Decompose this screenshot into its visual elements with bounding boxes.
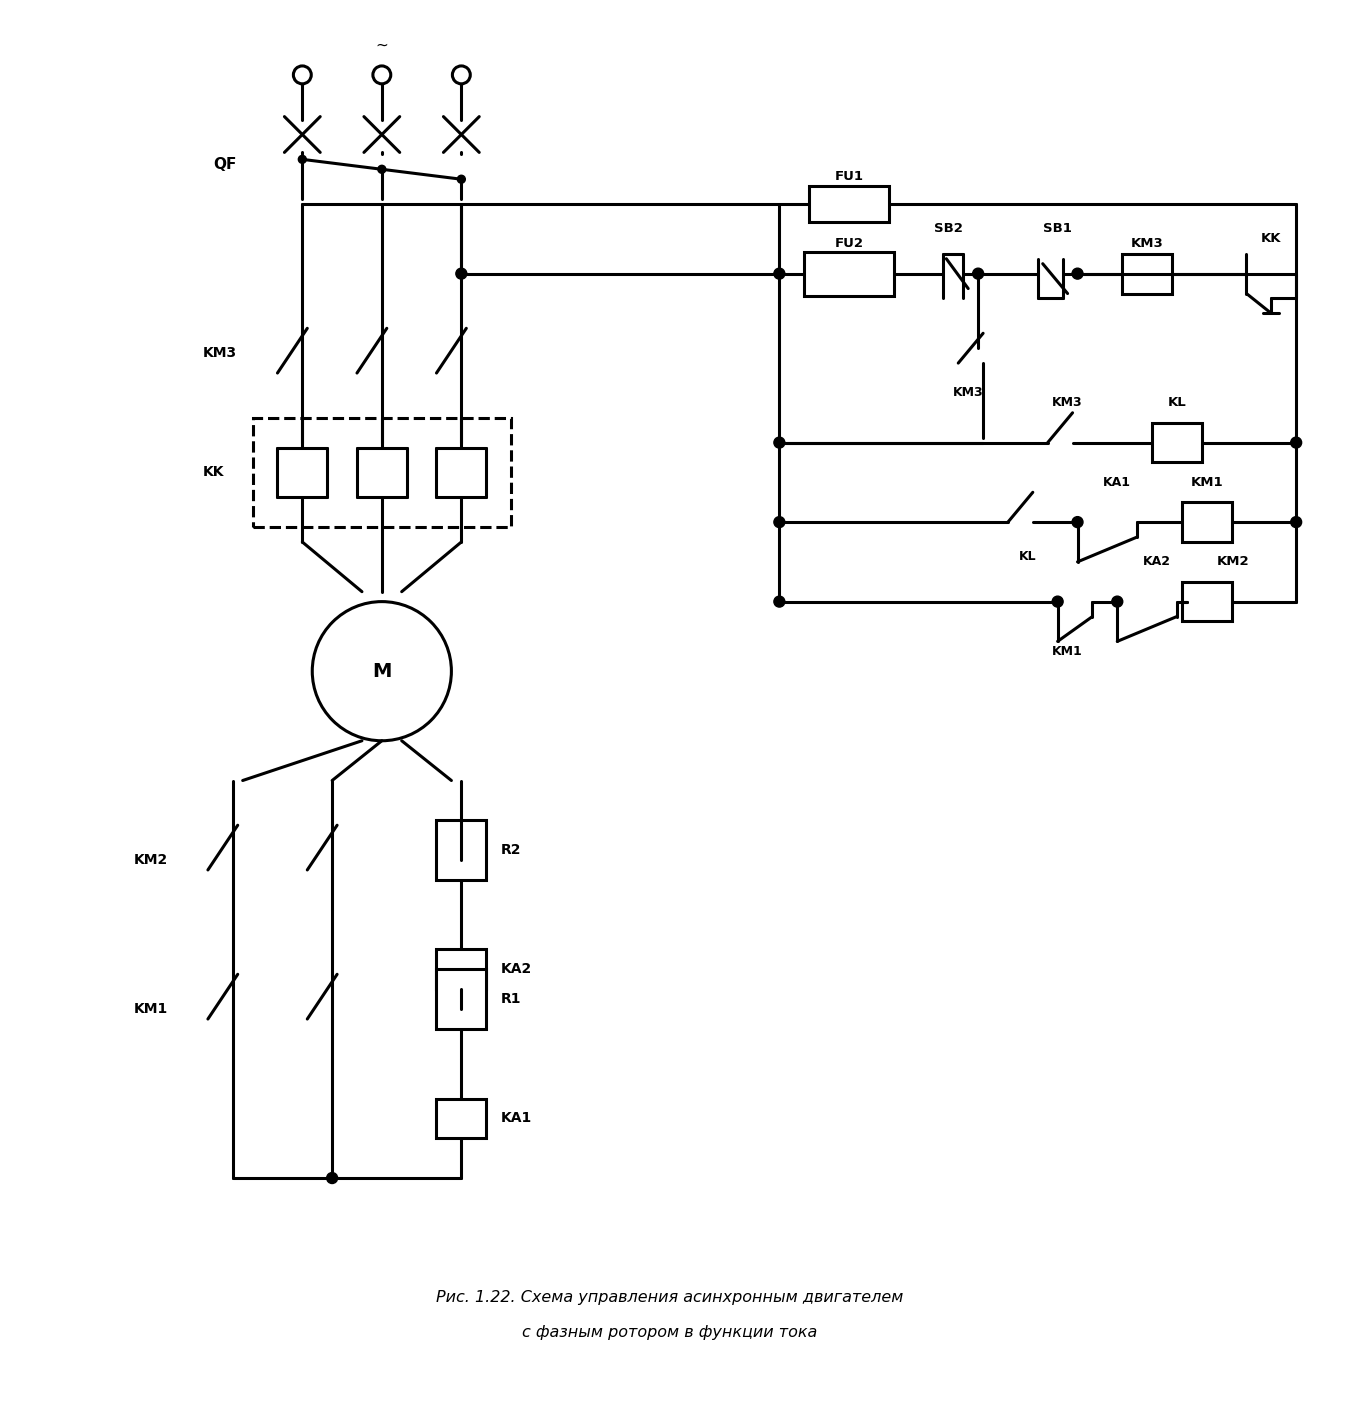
Circle shape xyxy=(972,268,983,279)
Circle shape xyxy=(1072,268,1083,279)
Bar xyxy=(436,1098,486,1138)
Text: с фазным ротором в функции тока: с фазным ротором в функции тока xyxy=(523,1324,818,1339)
Bar xyxy=(436,820,486,880)
Text: KA1: KA1 xyxy=(1104,476,1132,489)
Bar xyxy=(804,252,894,296)
Text: R1: R1 xyxy=(501,992,521,1006)
Circle shape xyxy=(458,175,466,184)
Text: KL: KL xyxy=(1020,551,1037,563)
Bar xyxy=(810,186,888,221)
Text: Рис. 1.22. Схема управления асинхронным двигателем: Рис. 1.22. Схема управления асинхронным … xyxy=(436,1290,903,1304)
Text: KA1: KA1 xyxy=(501,1111,532,1125)
Bar xyxy=(1182,581,1232,622)
Text: KM2: KM2 xyxy=(1217,555,1250,569)
Circle shape xyxy=(1112,597,1122,607)
Text: KM3: KM3 xyxy=(1052,396,1083,409)
Text: ~: ~ xyxy=(375,38,389,53)
Text: FU1: FU1 xyxy=(834,170,864,182)
Text: KM1: KM1 xyxy=(1190,476,1223,489)
Circle shape xyxy=(774,517,785,528)
Bar xyxy=(1122,254,1173,294)
Text: SB2: SB2 xyxy=(934,223,963,235)
Text: KK: KK xyxy=(203,465,225,479)
Circle shape xyxy=(326,1173,337,1184)
Text: FU2: FU2 xyxy=(834,237,864,251)
Text: KK: KK xyxy=(1261,233,1282,245)
Circle shape xyxy=(298,156,306,164)
Text: KA2: KA2 xyxy=(501,962,532,976)
Circle shape xyxy=(313,601,451,741)
Text: QF: QF xyxy=(213,157,236,172)
Text: KM3: KM3 xyxy=(1131,237,1163,251)
Circle shape xyxy=(378,165,386,174)
Circle shape xyxy=(1290,517,1301,528)
Circle shape xyxy=(1052,597,1063,607)
Text: KM3: KM3 xyxy=(203,346,237,360)
Text: KM3: KM3 xyxy=(953,387,983,399)
Text: KL: KL xyxy=(1167,396,1186,409)
Circle shape xyxy=(452,66,470,84)
Text: R2: R2 xyxy=(501,843,521,857)
Circle shape xyxy=(774,597,785,607)
Bar xyxy=(436,950,486,989)
Circle shape xyxy=(1072,517,1083,528)
Text: KM1: KM1 xyxy=(1052,644,1083,658)
Text: KA2: KA2 xyxy=(1143,555,1171,569)
Circle shape xyxy=(456,268,467,279)
Circle shape xyxy=(774,437,785,448)
Bar xyxy=(436,969,486,1028)
Text: KM1: KM1 xyxy=(133,1002,168,1016)
Text: KM2: KM2 xyxy=(133,853,168,867)
Bar xyxy=(1152,423,1202,462)
Circle shape xyxy=(294,66,311,84)
Text: M: M xyxy=(372,661,391,681)
Circle shape xyxy=(774,268,785,279)
Text: SB1: SB1 xyxy=(1043,223,1072,235)
Circle shape xyxy=(372,66,391,84)
Circle shape xyxy=(1290,437,1301,448)
Bar xyxy=(253,417,510,527)
Bar xyxy=(1182,502,1232,542)
